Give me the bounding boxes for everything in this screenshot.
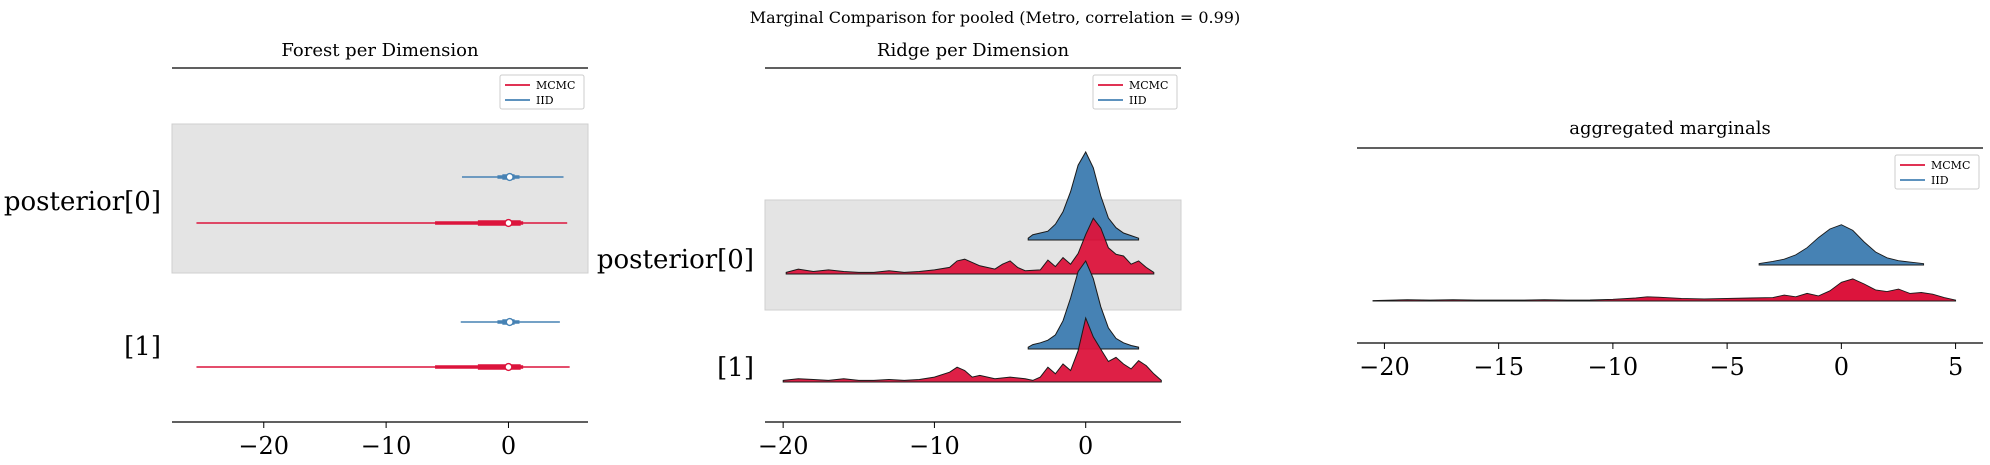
aggregated-legend-label-iid: IID <box>1931 174 1949 187</box>
aggregated-density-iid <box>1758 224 1925 266</box>
ridge-panel: Ridge per Dimension −20 −10 0 posterior[0] [1… <box>597 40 1182 460</box>
ridge-density-mcmc <box>782 316 1162 383</box>
forest-dim-label: [1] <box>124 332 161 362</box>
ridge-xtick-label: 0 <box>1078 432 1093 460</box>
ridge-dim-label: [1] <box>717 353 754 383</box>
forest-panel: Forest per Dimension −20 −10 0 posterior[0] [… <box>4 40 589 460</box>
forest-xtick-label: 0 <box>501 432 516 460</box>
forest-median-point <box>505 172 514 182</box>
aggregated-xtick-label: 0 <box>1834 353 1849 381</box>
forest-xtick-label: −20 <box>238 432 289 460</box>
ridge-legend-label-iid: IID <box>1129 94 1147 107</box>
ridge-dim-label: posterior[0] <box>597 245 754 275</box>
ridge-density-iid <box>1027 150 1140 241</box>
aggregated-xtick-label: 5 <box>1948 353 1963 381</box>
aggregated-density-mcmc <box>1372 278 1957 302</box>
ridge-title: Ridge per Dimension <box>877 40 1070 61</box>
aggregated-xtick-label: −5 <box>1709 353 1744 381</box>
ridge-density-iid <box>1027 259 1140 350</box>
aggregated-panel: aggregated marginals −20 −15 −10 −5 0 5 MCMC IID <box>1357 118 1983 381</box>
ridge-xtick-label: −10 <box>909 432 960 460</box>
aggregated-legend-label-mcmc: MCMC <box>1931 159 1970 172</box>
forest-median-point <box>505 317 514 327</box>
forest-xtick-label: −10 <box>361 432 412 460</box>
figure-suptitle: Marginal Comparison for pooled (Metro, c… <box>750 8 1240 27</box>
forest-dim-label: posterior[0] <box>4 187 161 217</box>
ridge-density-mcmc <box>785 217 1155 275</box>
forest-title: Forest per Dimension <box>281 40 479 61</box>
aggregated-xtick-label: −15 <box>1473 353 1524 381</box>
aggregated-title: aggregated marginals <box>1569 118 1770 139</box>
aggregated-xtick-label: −10 <box>1588 353 1639 381</box>
forest-legend-label-iid: IID <box>536 94 554 107</box>
forest-legend-label-mcmc: MCMC <box>536 79 575 92</box>
forest-median-point <box>504 218 513 228</box>
forest-median-point <box>504 362 513 372</box>
forest-highlight-band <box>171 123 589 274</box>
ridge-xtick-label: −20 <box>758 432 809 460</box>
ridge-legend-label-mcmc: MCMC <box>1129 79 1168 92</box>
aggregated-xtick-label: −20 <box>1359 353 1410 381</box>
